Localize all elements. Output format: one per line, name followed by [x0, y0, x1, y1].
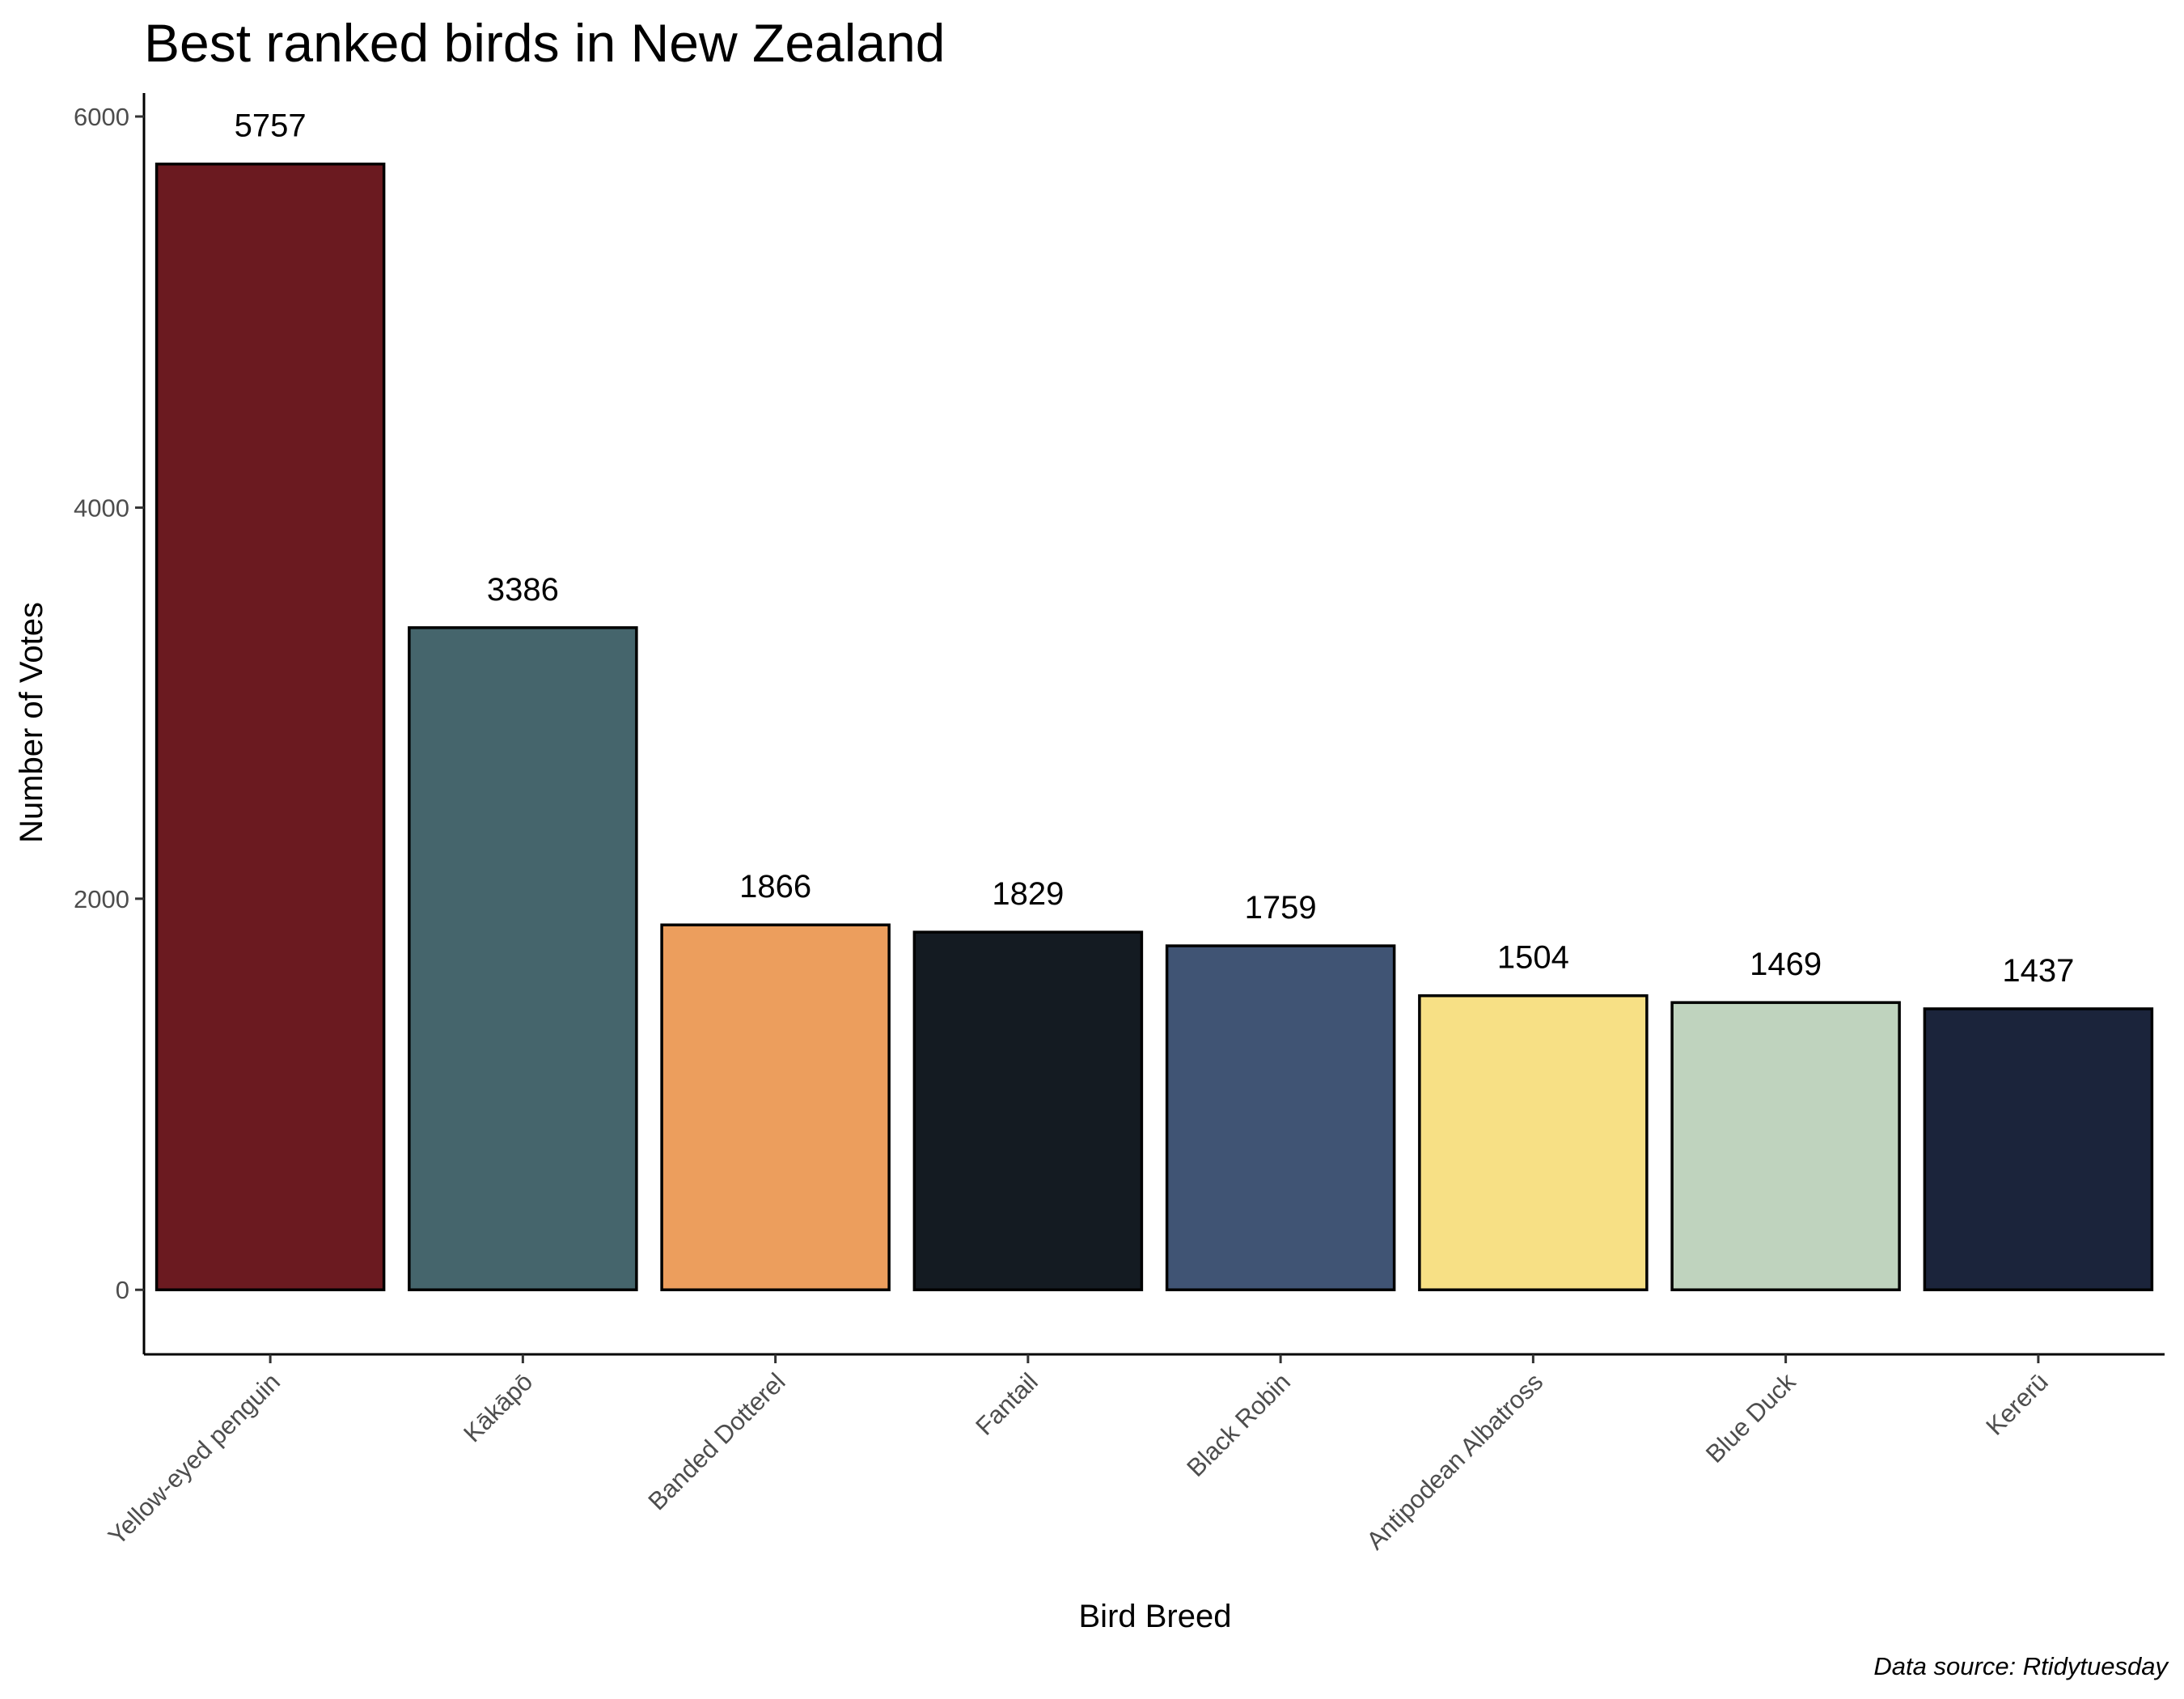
bar-value-label: 1504 [1497, 940, 1569, 976]
bar-value-label: 3386 [487, 572, 559, 608]
bar-value-label: 1437 [2002, 953, 2074, 989]
y-axis-title: Number of Votes [14, 602, 49, 843]
x-tick-label: Fantail [970, 1367, 1043, 1441]
bar [408, 626, 638, 1291]
x-axis: Yellow-eyed penguin Kākāpō Banded Dotterel… [103, 1353, 2165, 1555]
bar-value-label: 1759 [1245, 890, 1317, 926]
bar [154, 162, 386, 1291]
x-tick-label: Antipodean Albatross [1361, 1367, 1548, 1555]
bar-value-label: 5757 [235, 108, 307, 144]
y-axis: 0 2000 4000 6000 [74, 93, 146, 1354]
bar [912, 930, 1144, 1291]
bar [1923, 1007, 2154, 1291]
chart-title: Best ranked birds in New Zealand [144, 13, 946, 73]
bar [1418, 994, 1649, 1291]
y-tick-label: 0 [116, 1276, 129, 1304]
x-tick-label: Banded Dotterel [642, 1367, 790, 1515]
x-tick-label: Black Robin [1181, 1367, 1296, 1482]
value-labels: 5757 3386 1866 1829 1759 1504 1469 1437 [235, 108, 2075, 989]
bar [1165, 944, 1396, 1291]
x-tick-label: Kererū [1980, 1367, 2054, 1441]
bars [154, 162, 2154, 1291]
bar-value-label: 1469 [1750, 947, 1822, 982]
x-tick-label: Yellow-eyed penguin [103, 1367, 286, 1550]
bar-value-label: 1829 [992, 876, 1064, 912]
y-tick-label: 6000 [74, 103, 129, 131]
x-tick-label: Kākāpō [458, 1367, 538, 1447]
x-axis-title: Bird Breed [1079, 1599, 1232, 1634]
bar [660, 923, 891, 1291]
y-tick-label: 2000 [74, 885, 129, 913]
bar-value-label: 1866 [739, 869, 811, 905]
x-tick-label: Blue Duck [1700, 1367, 1801, 1468]
bar [1670, 1001, 1901, 1291]
y-tick-label: 4000 [74, 494, 129, 522]
data-source-caption: Data source: Rtidytuesday [1873, 1652, 2169, 1680]
